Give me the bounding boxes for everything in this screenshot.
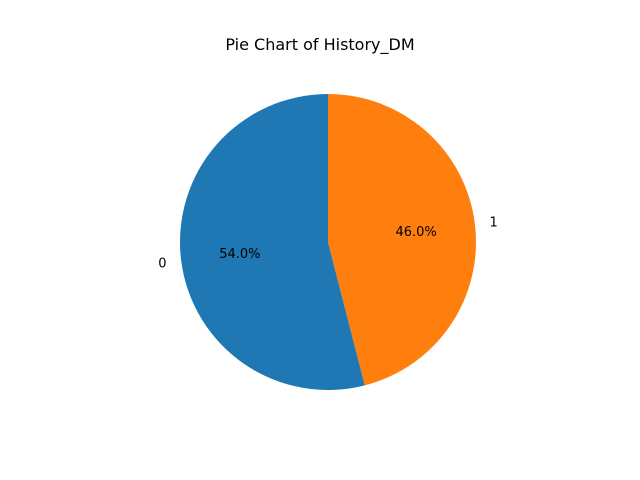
category-label-1: 1 (490, 216, 498, 231)
pie-slice-0 (180, 94, 365, 390)
chart-title: Pie Chart of History_DM (225, 35, 414, 55)
percent-label-1: 46.0% (395, 225, 436, 240)
percent-label-0: 54.0% (219, 247, 260, 262)
pie-slice-1 (328, 94, 476, 386)
pie-labels: 0 54.0% 1 46.0% (158, 216, 498, 272)
pie-slices (180, 94, 476, 390)
category-label-0: 0 (158, 256, 166, 271)
